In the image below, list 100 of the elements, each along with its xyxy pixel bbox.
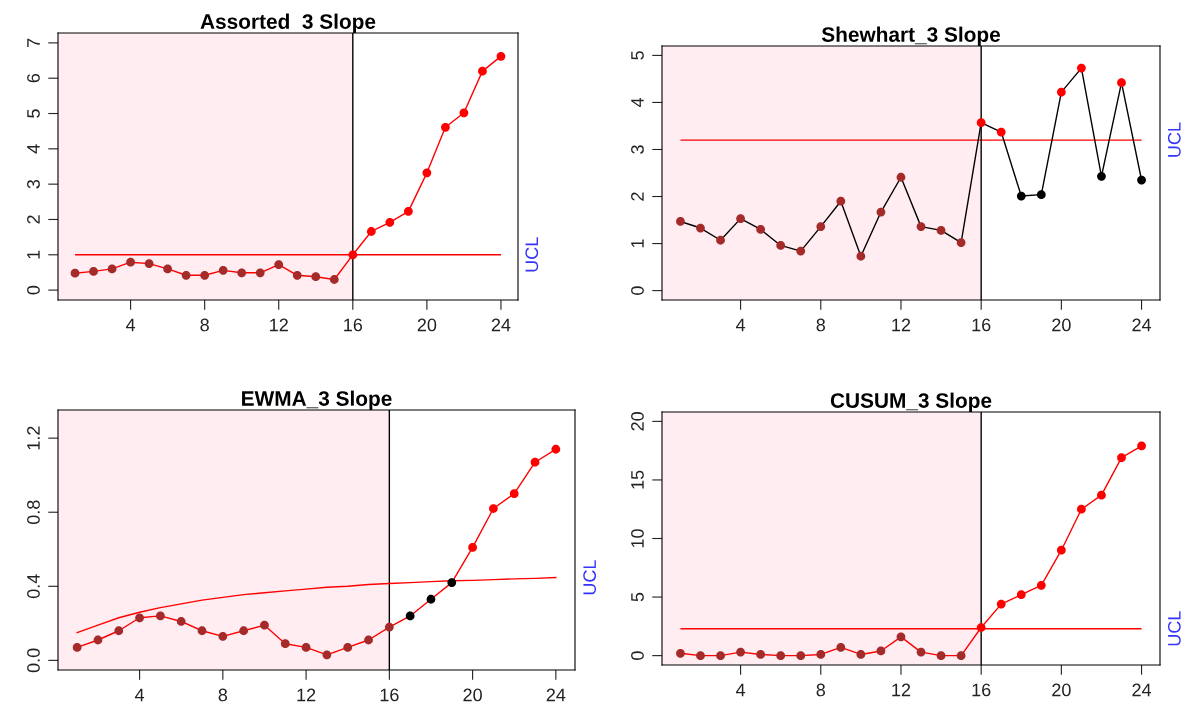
y-tick-label: 3 <box>631 145 644 154</box>
point <box>796 246 806 256</box>
point <box>280 639 290 649</box>
x-tick-label: 16 <box>344 318 363 332</box>
point <box>385 217 395 227</box>
point <box>696 223 705 233</box>
y-tick-label: 15 <box>631 470 644 489</box>
point <box>856 650 866 659</box>
point <box>274 260 284 270</box>
point <box>1097 171 1106 181</box>
x-tick-label: 12 <box>297 688 316 702</box>
y-tick-label: 5 <box>631 51 644 60</box>
point <box>237 268 247 278</box>
point <box>126 257 135 267</box>
x-tick-label: 16 <box>380 688 399 702</box>
chart-title: EWMA_3 Slope <box>242 390 392 410</box>
point <box>676 217 685 226</box>
x-tick-label: 4 <box>735 318 746 332</box>
point <box>896 172 906 182</box>
point <box>876 207 886 217</box>
point <box>384 622 394 632</box>
point <box>366 227 376 236</box>
point <box>836 643 846 652</box>
y-tick-label: 0 <box>631 286 644 295</box>
y-tick-label: 0 <box>631 651 644 660</box>
x-tick-label: 4 <box>735 683 746 697</box>
point <box>530 457 540 467</box>
point <box>93 635 103 645</box>
y-tick-label: 1.2 <box>27 426 40 450</box>
x-tick-label: 20 <box>1052 683 1071 697</box>
point <box>1056 87 1066 97</box>
point <box>135 613 144 623</box>
point <box>107 264 117 274</box>
point <box>156 611 165 621</box>
point <box>114 626 124 636</box>
point <box>876 646 886 656</box>
y-tick-label: 0.4 <box>27 574 40 599</box>
x-tick-label: 12 <box>892 683 911 697</box>
point <box>364 635 373 645</box>
point <box>322 650 332 660</box>
point <box>218 265 228 275</box>
point <box>1036 190 1046 200</box>
ref-line-label: UCL <box>1167 611 1181 646</box>
y-tick-label: 10 <box>631 529 644 548</box>
y-tick-label: 5 <box>27 109 40 118</box>
x-tick-label: 24 <box>491 318 511 332</box>
point <box>896 632 906 642</box>
y-tick-label: 7 <box>27 38 40 47</box>
point <box>405 611 415 621</box>
y-tick-label: 0.0 <box>27 648 40 673</box>
point <box>89 267 98 276</box>
point <box>996 127 1006 137</box>
point <box>70 268 80 278</box>
x-tick-label: 16 <box>972 683 991 697</box>
point <box>776 651 786 661</box>
x-tick-label: 20 <box>463 688 482 702</box>
point <box>1016 590 1026 600</box>
y-tick-label: 2 <box>27 215 40 224</box>
point <box>736 214 745 224</box>
point <box>916 647 926 657</box>
point <box>551 444 561 454</box>
point <box>696 651 705 661</box>
point <box>403 206 413 216</box>
point <box>478 66 487 76</box>
y-tick-label: 4 <box>631 97 644 108</box>
chart-title: Assorted 3 Slope <box>200 13 376 33</box>
point <box>1077 504 1086 514</box>
point <box>796 651 806 661</box>
point <box>343 643 353 652</box>
ref-line-label: UCL <box>1167 122 1181 157</box>
y-tick-label: 5 <box>631 592 644 602</box>
point <box>459 108 469 118</box>
x-tick-label: 16 <box>972 318 991 332</box>
chart-title: Shewhart_3 Slope <box>821 26 1001 46</box>
point <box>756 650 766 659</box>
point <box>1077 63 1086 73</box>
point <box>1117 78 1126 88</box>
point <box>218 631 228 641</box>
point <box>509 489 519 499</box>
point <box>1036 580 1046 590</box>
point <box>441 122 450 132</box>
point <box>255 268 265 278</box>
y-tick-label: 0.8 <box>27 500 40 525</box>
point <box>292 270 302 280</box>
point <box>468 543 477 552</box>
y-tick-label: 4 <box>27 144 40 154</box>
x-tick-label: 8 <box>816 683 826 697</box>
x-tick-label: 12 <box>270 318 288 332</box>
x-tick-label: 24 <box>1132 683 1152 697</box>
point <box>1016 191 1026 201</box>
chart-title: CUSUM_3 Slope <box>830 392 992 412</box>
x-tick-label: 4 <box>134 688 145 702</box>
y-tick-label: 20 <box>631 412 644 431</box>
point <box>163 264 173 274</box>
y-tick-label: 2 <box>631 192 644 201</box>
x-tick-label: 24 <box>546 688 566 702</box>
point <box>348 250 358 260</box>
point <box>976 118 986 128</box>
x-tick-label: 24 <box>1132 318 1152 332</box>
point <box>447 578 457 587</box>
